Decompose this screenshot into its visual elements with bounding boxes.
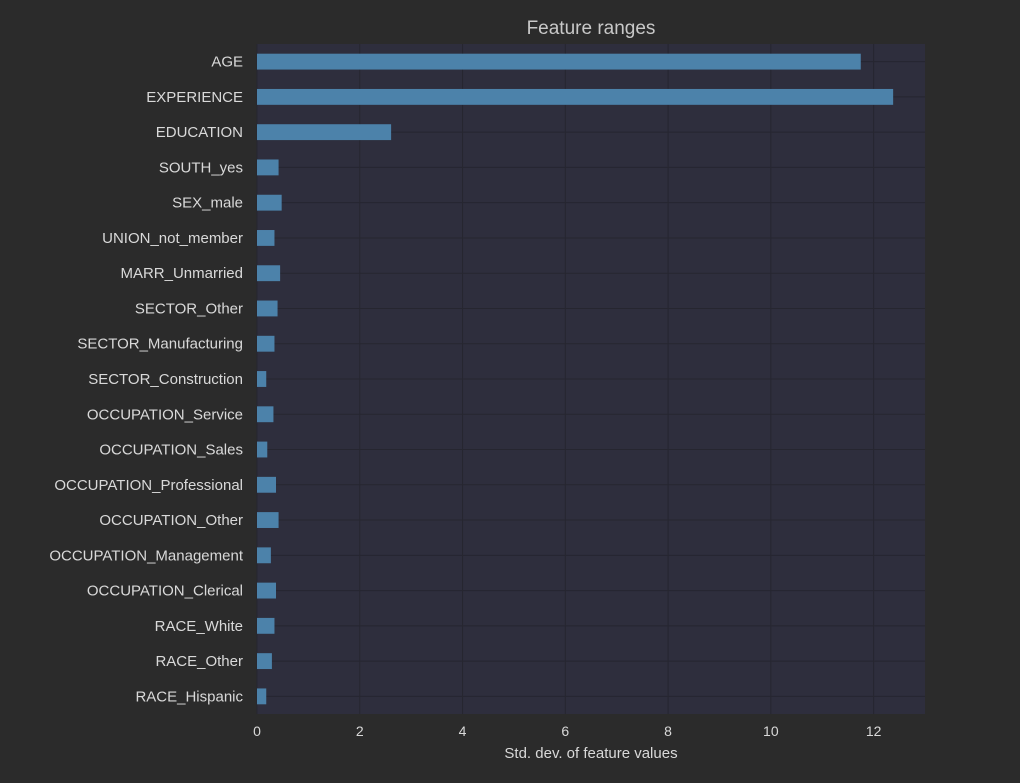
category-label: RACE_Other bbox=[155, 653, 243, 670]
category-label: EDUCATION bbox=[156, 124, 243, 141]
bar-sex-male bbox=[257, 194, 282, 211]
category-labels: AGE EXPERIENCE EDUCATION SOUTH_yes SEX_male U… bbox=[49, 54, 244, 706]
bar-marr-unmarried bbox=[257, 265, 281, 282]
bar-sector-construction bbox=[257, 371, 267, 387]
bar-sector-other bbox=[257, 300, 278, 317]
category-label: RACE_White bbox=[155, 618, 243, 635]
bar-occupation-clerical bbox=[257, 582, 277, 599]
category-label: OCCUPATION_Service bbox=[87, 406, 243, 423]
bar-occupation-other bbox=[257, 512, 279, 528]
x-tick-label: 12 bbox=[866, 723, 882, 739]
bar-race-other bbox=[257, 653, 272, 670]
bar-south-yes bbox=[257, 159, 279, 176]
bar-race-hispanic bbox=[257, 688, 267, 705]
category-label: AGE bbox=[211, 54, 243, 71]
category-label: SECTOR_Other bbox=[135, 300, 243, 317]
x-tick-label: 8 bbox=[664, 723, 672, 739]
x-tick-label: 0 bbox=[253, 723, 261, 739]
category-label: OCCUPATION_Other bbox=[99, 512, 243, 529]
bars bbox=[257, 53, 894, 705]
category-label: SOUTH_yes bbox=[159, 159, 243, 176]
category-label: RACE_Hispanic bbox=[135, 688, 243, 705]
bar-race-white bbox=[257, 617, 275, 634]
category-label: UNION_not_member bbox=[102, 230, 243, 247]
x-tick-label: 10 bbox=[763, 723, 779, 739]
bar-occupation-service bbox=[257, 406, 274, 423]
category-label: OCCUPATION_Clerical bbox=[87, 583, 243, 600]
bar-experience bbox=[257, 88, 894, 105]
category-label: OCCUPATION_Sales bbox=[99, 442, 243, 459]
category-label: EXPERIENCE bbox=[146, 89, 243, 106]
bar-age bbox=[257, 53, 861, 70]
category-label: SECTOR_Manufacturing bbox=[77, 336, 243, 353]
category-label: OCCUPATION_Management bbox=[49, 547, 244, 564]
bar-occupation-professional bbox=[257, 476, 277, 493]
x-tick-label: 4 bbox=[459, 723, 467, 739]
bar-sector-manufacturing bbox=[257, 335, 275, 352]
category-label: SEX_male bbox=[172, 195, 243, 212]
x-axis-label: Std. dev. of feature values bbox=[504, 745, 677, 762]
bar-occupation-sales bbox=[257, 441, 268, 458]
bar-union-not-member bbox=[257, 230, 275, 246]
category-label: OCCUPATION_Professional bbox=[54, 477, 243, 494]
x-tick-label: 2 bbox=[356, 723, 364, 739]
x-tick-labels: 0 2 4 6 8 10 12 bbox=[253, 723, 882, 739]
chart-title: Feature ranges bbox=[527, 18, 656, 39]
category-label: MARR_Unmarried bbox=[120, 265, 243, 282]
bar-education bbox=[257, 124, 392, 141]
x-tick-label: 6 bbox=[561, 723, 569, 739]
category-label: SECTOR_Construction bbox=[88, 371, 243, 388]
bar-occupation-management bbox=[257, 547, 271, 564]
